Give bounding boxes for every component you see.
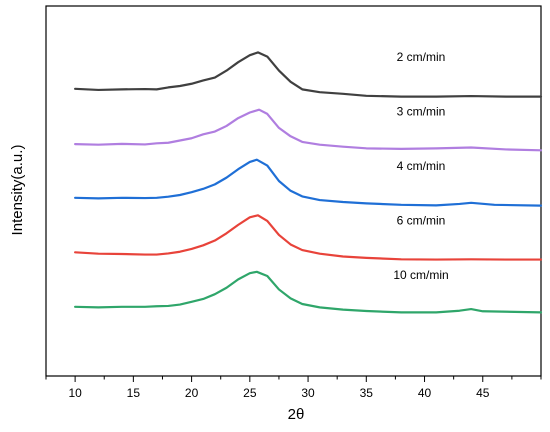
x-tick-label: 20 bbox=[185, 386, 199, 400]
y-axis-title: Intensity(a.u.) bbox=[9, 145, 26, 236]
plot-border bbox=[45, 5, 542, 377]
x-tick-label: 15 bbox=[127, 386, 141, 400]
x-tick-label: 45 bbox=[476, 386, 490, 400]
series-label: 4 cm/min bbox=[397, 159, 446, 173]
x-tick-label: 30 bbox=[301, 386, 315, 400]
series-layer bbox=[74, 51, 543, 314]
series-line bbox=[74, 108, 543, 152]
series-label: 6 cm/min bbox=[397, 214, 446, 228]
series-label: 10 cm/min bbox=[393, 268, 448, 282]
series-line bbox=[74, 270, 543, 314]
series-line bbox=[74, 158, 543, 207]
series-labels: 2 cm/min 3 cm/min 4 cm/min 6 cm/min 10 cm/mi… bbox=[393, 50, 448, 282]
x-tick-label: 10 bbox=[68, 386, 82, 400]
x-tick-label: 25 bbox=[243, 386, 257, 400]
x-axis-ticks: 10 15 20 25 30 35 40 45 bbox=[45, 376, 542, 400]
x-tick-label: 35 bbox=[360, 386, 374, 400]
plot-frame bbox=[45, 5, 542, 377]
x-axis-title: 2θ bbox=[288, 406, 305, 423]
series-label: 2 cm/min bbox=[397, 50, 446, 64]
series-line bbox=[74, 214, 543, 261]
x-tick-label: 40 bbox=[418, 386, 432, 400]
series-line bbox=[74, 51, 543, 98]
series-label: 3 cm/min bbox=[397, 105, 446, 119]
